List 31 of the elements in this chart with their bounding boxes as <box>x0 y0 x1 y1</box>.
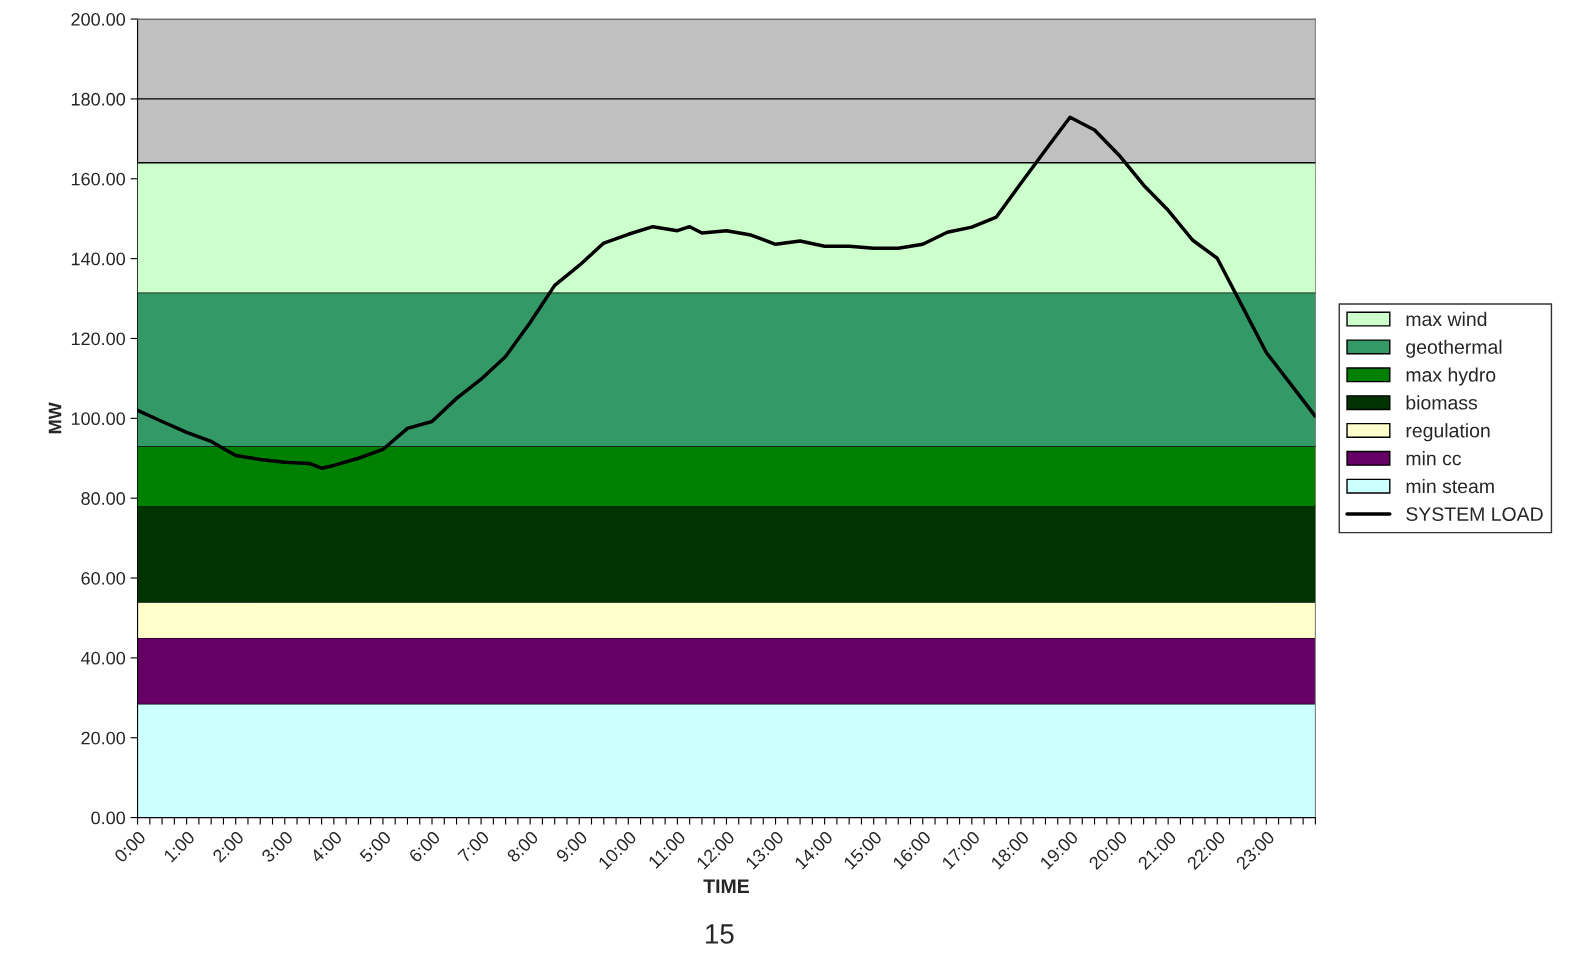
x-tick-label: 7:00 <box>457 830 490 863</box>
text: 15 <box>706 924 734 944</box>
x-tick-label: 4:00 <box>309 830 343 864</box>
legend-label: geothermal <box>1406 339 1502 358</box>
x-tick-label: 8:00 <box>506 830 540 864</box>
legend-label: SYSTEM LOAD <box>1406 507 1543 522</box>
legend-label: max hydro <box>1406 367 1496 386</box>
y-tick-label: 120.00 <box>71 332 126 346</box>
y-tick-label: 60.00 <box>81 571 126 585</box>
legend-label: min steam <box>1406 478 1494 494</box>
y-tick-label: 40.00 <box>80 651 126 665</box>
legend-label: min cc <box>1406 451 1462 466</box>
x-tick-label: 5:00 <box>358 830 392 864</box>
y-tick-label: 160.00 <box>71 172 126 186</box>
x-tick-label: 9:00 <box>555 830 589 864</box>
legend-label: biomass <box>1406 395 1478 410</box>
x-tick-label: 0:00 <box>113 830 147 864</box>
x-tick-label: 6:00 <box>408 830 441 863</box>
y-tick-label: 0.00 <box>91 811 126 825</box>
y-tick-label: 100.00 <box>71 412 126 426</box>
x-axis-title: TIME <box>703 879 749 893</box>
x-tick-label: 3:00 <box>260 830 294 864</box>
y-axis-title: MW <box>48 402 62 434</box>
y-tick-label: 20.00 <box>81 731 126 745</box>
y-tick-label: 200.00 <box>71 13 126 26</box>
y-tick-label: 140.00 <box>71 252 126 266</box>
legend-label: max wind <box>1406 311 1487 327</box>
legend-label: regulation <box>1406 423 1490 442</box>
x-tick-label: 1:00 <box>163 830 196 863</box>
y-tick-label: 80.00 <box>81 492 126 505</box>
y-tick-label: 180.00 <box>71 92 126 106</box>
